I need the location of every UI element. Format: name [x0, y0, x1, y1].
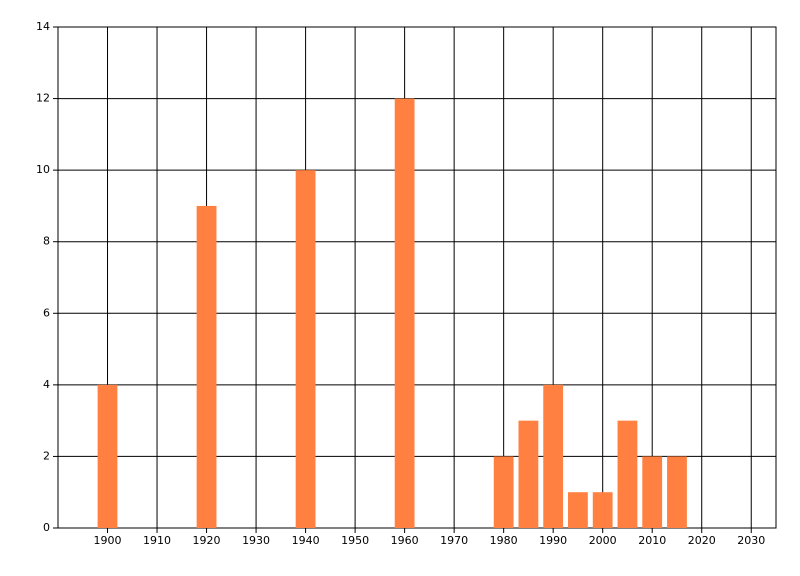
- x-tick-label: 2010: [638, 534, 666, 547]
- y-tick-label: 8: [43, 235, 50, 248]
- plot-border: [57, 26, 777, 529]
- bar: [196, 205, 217, 528]
- y-tick-label: 10: [36, 163, 50, 176]
- x-tick-label: 2000: [589, 534, 617, 547]
- bar: [617, 420, 638, 528]
- x-tick-label: 1990: [539, 534, 567, 547]
- bar: [518, 420, 539, 528]
- x-tick-label: 1940: [292, 534, 320, 547]
- bar: [295, 170, 316, 528]
- bar: [543, 384, 564, 528]
- bar: [667, 456, 687, 528]
- bar: [568, 492, 588, 528]
- y-tick-label: 0: [43, 521, 50, 534]
- x-tick-label: 1920: [193, 534, 221, 547]
- bar: [592, 492, 613, 528]
- bar: [394, 98, 415, 529]
- x-tick-label: 1930: [242, 534, 270, 547]
- y-tick-label: 4: [43, 378, 50, 391]
- y-tick-label: 12: [36, 92, 50, 105]
- y-tick-label: 2: [43, 449, 50, 462]
- bar: [642, 456, 663, 528]
- x-tick-label: 1960: [391, 534, 419, 547]
- bar: [97, 384, 118, 528]
- y-tick-label: 6: [43, 306, 50, 319]
- x-tick-label: 1980: [490, 534, 518, 547]
- x-tick-label: 1900: [94, 534, 122, 547]
- y-tick-label: 14: [36, 20, 50, 33]
- x-tick-label: 2020: [688, 534, 716, 547]
- x-tick-label: 1970: [440, 534, 468, 547]
- x-tick-label: 2030: [737, 534, 765, 547]
- x-tick-label: 1950: [341, 534, 369, 547]
- bar: [493, 456, 514, 528]
- x-tick-label: 1910: [143, 534, 171, 547]
